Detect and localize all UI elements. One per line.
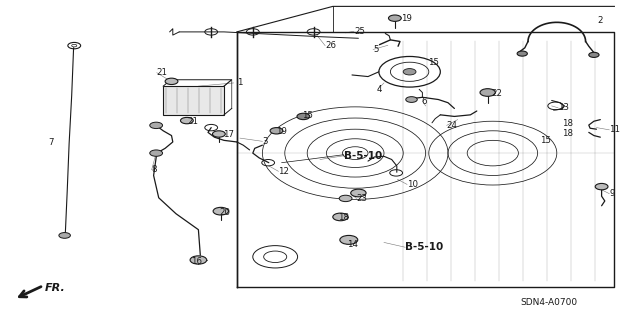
Circle shape	[339, 195, 352, 202]
Text: 3: 3	[262, 137, 268, 146]
Text: 19: 19	[401, 14, 412, 23]
Text: B-5-10: B-5-10	[405, 242, 444, 252]
Circle shape	[340, 235, 358, 244]
Circle shape	[480, 89, 495, 96]
Text: 15: 15	[540, 137, 550, 145]
Text: 17: 17	[223, 130, 234, 139]
Text: 16: 16	[191, 257, 202, 266]
Text: 18: 18	[562, 130, 573, 138]
Text: B-5-10: B-5-10	[344, 151, 383, 161]
Text: 7: 7	[48, 138, 54, 147]
Circle shape	[212, 131, 225, 137]
Circle shape	[150, 122, 163, 129]
Text: 19: 19	[276, 127, 287, 136]
Text: FR.: FR.	[45, 283, 65, 293]
Text: 9: 9	[609, 189, 614, 198]
Text: 14: 14	[347, 240, 358, 249]
Circle shape	[180, 117, 193, 124]
Text: 6: 6	[421, 97, 427, 106]
Circle shape	[150, 150, 163, 156]
Circle shape	[388, 15, 401, 21]
Text: 2: 2	[597, 16, 603, 25]
Text: 11: 11	[609, 125, 620, 134]
Circle shape	[406, 97, 417, 102]
Circle shape	[403, 69, 416, 75]
Text: 1: 1	[237, 78, 243, 87]
Text: 22: 22	[492, 89, 502, 98]
Circle shape	[589, 52, 599, 57]
Text: 21: 21	[187, 117, 198, 126]
Text: 20: 20	[219, 208, 230, 217]
Circle shape	[595, 183, 608, 190]
Text: 13: 13	[558, 103, 569, 112]
Circle shape	[333, 213, 348, 221]
Text: 23: 23	[356, 194, 367, 203]
Circle shape	[270, 128, 283, 134]
Text: 12: 12	[278, 167, 289, 176]
Circle shape	[190, 256, 207, 264]
Circle shape	[213, 207, 228, 215]
Circle shape	[351, 189, 366, 197]
Text: 18: 18	[338, 213, 349, 222]
Circle shape	[297, 113, 310, 120]
Text: 26: 26	[325, 41, 336, 50]
Text: 25: 25	[354, 27, 365, 36]
Text: 15: 15	[302, 111, 313, 120]
Text: SDN4-A0700: SDN4-A0700	[520, 298, 578, 307]
Circle shape	[59, 233, 70, 238]
Text: 8: 8	[152, 165, 157, 174]
Text: 18: 18	[562, 119, 573, 128]
Text: 4: 4	[376, 85, 382, 94]
Text: 21: 21	[157, 68, 168, 77]
Text: 15: 15	[428, 58, 438, 67]
Bar	[163, 86, 224, 115]
Text: 24: 24	[447, 121, 458, 130]
Circle shape	[517, 51, 527, 56]
Circle shape	[165, 78, 178, 85]
Text: 5: 5	[373, 45, 379, 54]
Text: 10: 10	[407, 180, 418, 189]
